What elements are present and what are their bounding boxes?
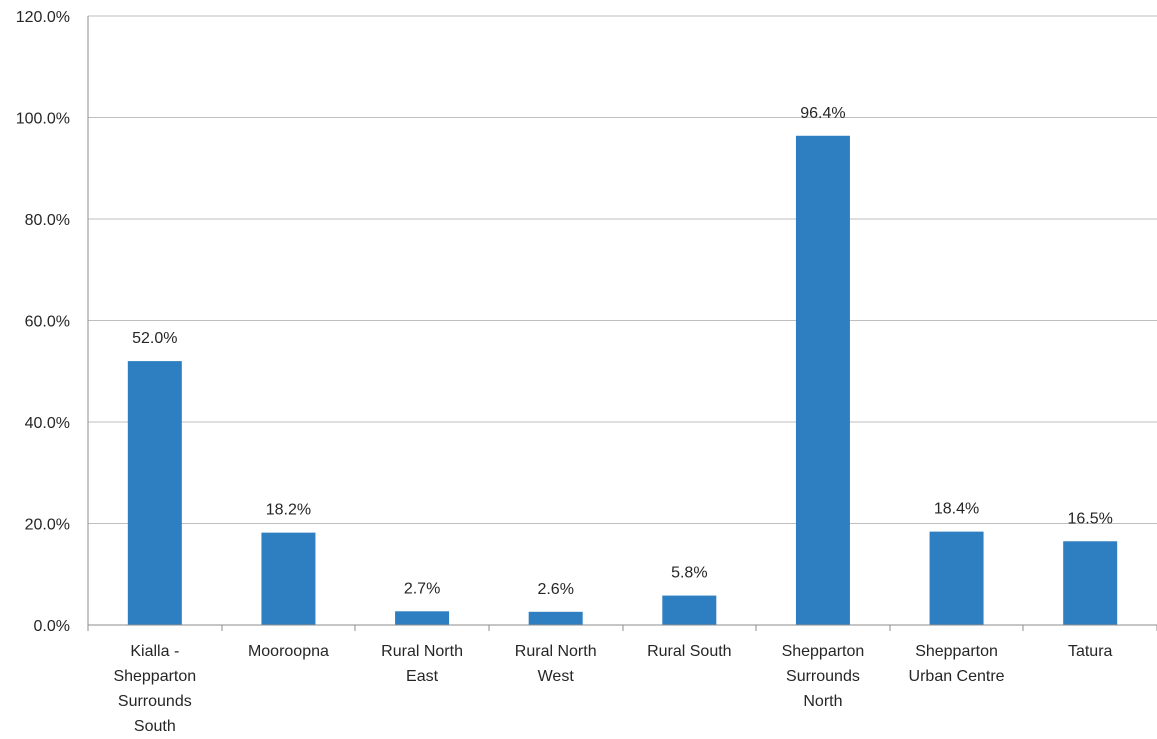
x-tick-label: Shepparton Surrounds North	[782, 643, 865, 710]
data-label: 18.2%	[266, 502, 311, 519]
x-tick-label-line: Mooroopna	[248, 643, 329, 660]
bar	[127, 361, 182, 625]
x-tick-label-line: Urban Centre	[909, 668, 1005, 685]
x-tick-label-line: North	[803, 693, 842, 710]
data-labels: 52.0% 18.2% 2.7% 2.6% 5.8% 96.4% 18.4% 16.5%	[132, 105, 1113, 598]
bar	[395, 611, 450, 625]
data-label: 52.0%	[132, 330, 177, 347]
x-tick-label-line: Shepparton	[113, 668, 196, 685]
bars	[127, 135, 1118, 625]
bar	[261, 532, 316, 625]
y-tick-label: 80.0%	[25, 212, 70, 229]
x-axis: Kialla - Shepparton Surrounds South Mooroopn…	[87, 624, 1157, 735]
gridlines	[88, 15, 1157, 524]
y-tick-label: 20.0%	[25, 517, 70, 534]
y-tick-label: 100.0%	[16, 111, 70, 128]
y-tick-label: 40.0%	[25, 415, 70, 432]
x-tick-label: Shepparton Urban Centre	[909, 643, 1005, 685]
bar	[1063, 541, 1118, 625]
bar	[528, 611, 583, 625]
x-tick-label: Mooroopna	[248, 643, 329, 660]
x-tick-label-line: Tatura	[1068, 643, 1113, 660]
x-tick-label: Rural South	[647, 643, 732, 660]
x-tick-label-line: Rural North	[515, 643, 597, 660]
x-tick-label-line: Kialla -	[130, 643, 179, 660]
x-tick-label-line: West	[538, 668, 575, 685]
x-tick-label: Tatura	[1068, 643, 1113, 660]
data-label: 18.4%	[934, 501, 979, 518]
data-label: 5.8%	[671, 565, 707, 582]
y-tick-label: 120.0%	[16, 9, 70, 26]
x-tick-label: Kialla - Shepparton Surrounds South	[113, 643, 196, 735]
x-tick-label: Rural North West	[515, 643, 597, 685]
y-tick-label: 0.0%	[34, 618, 70, 635]
data-label: 96.4%	[800, 105, 845, 122]
x-tick-label-line: Shepparton	[915, 643, 998, 660]
y-tick-label: 60.0%	[25, 314, 70, 331]
y-axis: 0.0% 20.0% 40.0% 60.0% 80.0% 100.0% 120.0%	[16, 9, 89, 635]
x-tick-label-line: Rural South	[647, 643, 732, 660]
bar	[795, 135, 850, 625]
data-label: 16.5%	[1068, 510, 1113, 527]
bar	[662, 595, 717, 625]
bar	[929, 531, 984, 625]
x-tick-label-line: Surrounds	[118, 693, 192, 710]
x-tick-label-line: Rural North	[381, 643, 463, 660]
x-tick-label-line: South	[134, 718, 176, 735]
x-tick-label-line: East	[406, 668, 439, 685]
data-label: 2.7%	[404, 580, 440, 597]
x-tick-label: Rural North East	[381, 643, 463, 685]
x-tick-label-line: Shepparton	[782, 643, 865, 660]
x-tick-label-line: Surrounds	[786, 668, 860, 685]
data-label: 2.6%	[537, 581, 573, 598]
